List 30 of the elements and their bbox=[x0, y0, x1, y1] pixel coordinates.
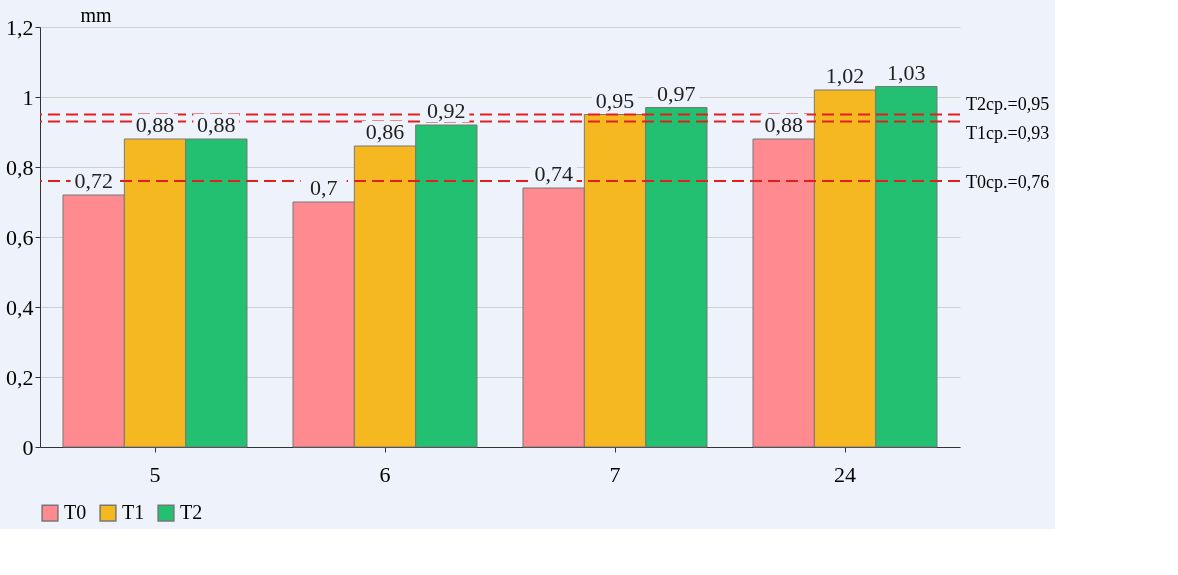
y-tick-label: 0,8 bbox=[6, 154, 34, 180]
legend-label: T2 bbox=[180, 501, 203, 524]
data-label: 0,86 bbox=[365, 119, 405, 144]
y-tick-label: 0,2 bbox=[6, 364, 34, 390]
y-tick-label: 0,4 bbox=[6, 294, 34, 320]
x-tick-label: 7 bbox=[609, 461, 621, 487]
data-label: 0,88 bbox=[197, 112, 236, 137]
x-tick-label: 5 bbox=[149, 461, 161, 487]
data-label: 0,97 bbox=[657, 80, 696, 106]
data-label: 0,95 bbox=[595, 87, 635, 113]
y-tick-label: 1 bbox=[22, 84, 34, 110]
data-label: 0,88 bbox=[764, 112, 803, 137]
y-axis-title: mm bbox=[80, 3, 113, 26]
y-tick-label: 0,6 bbox=[6, 224, 34, 250]
x-tick-label: 6 bbox=[379, 461, 391, 487]
legend-label: T1 bbox=[122, 501, 145, 524]
ref-line-label: T0ср.=0,76 bbox=[966, 172, 1050, 192]
data-label: 1,03 bbox=[887, 59, 926, 85]
y-tick-label: 1,2 bbox=[6, 14, 34, 40]
data-label: 0,72 bbox=[74, 168, 113, 193]
ref-line-label: T1ср.=0,93 bbox=[966, 122, 1050, 143]
y-tick-label: 0 bbox=[22, 434, 34, 460]
data-label: 0,88 bbox=[135, 112, 175, 137]
data-label: 0,7 bbox=[309, 175, 338, 200]
x-tick-label: 24 bbox=[834, 461, 856, 487]
data-label: 1,02 bbox=[825, 63, 865, 88]
legend-label: T0 bbox=[64, 501, 87, 524]
data-label: 0,92 bbox=[427, 98, 466, 123]
ref-line-label: T2ср.=0,95 bbox=[966, 93, 1050, 114]
data-label: 0,74 bbox=[534, 161, 573, 186]
